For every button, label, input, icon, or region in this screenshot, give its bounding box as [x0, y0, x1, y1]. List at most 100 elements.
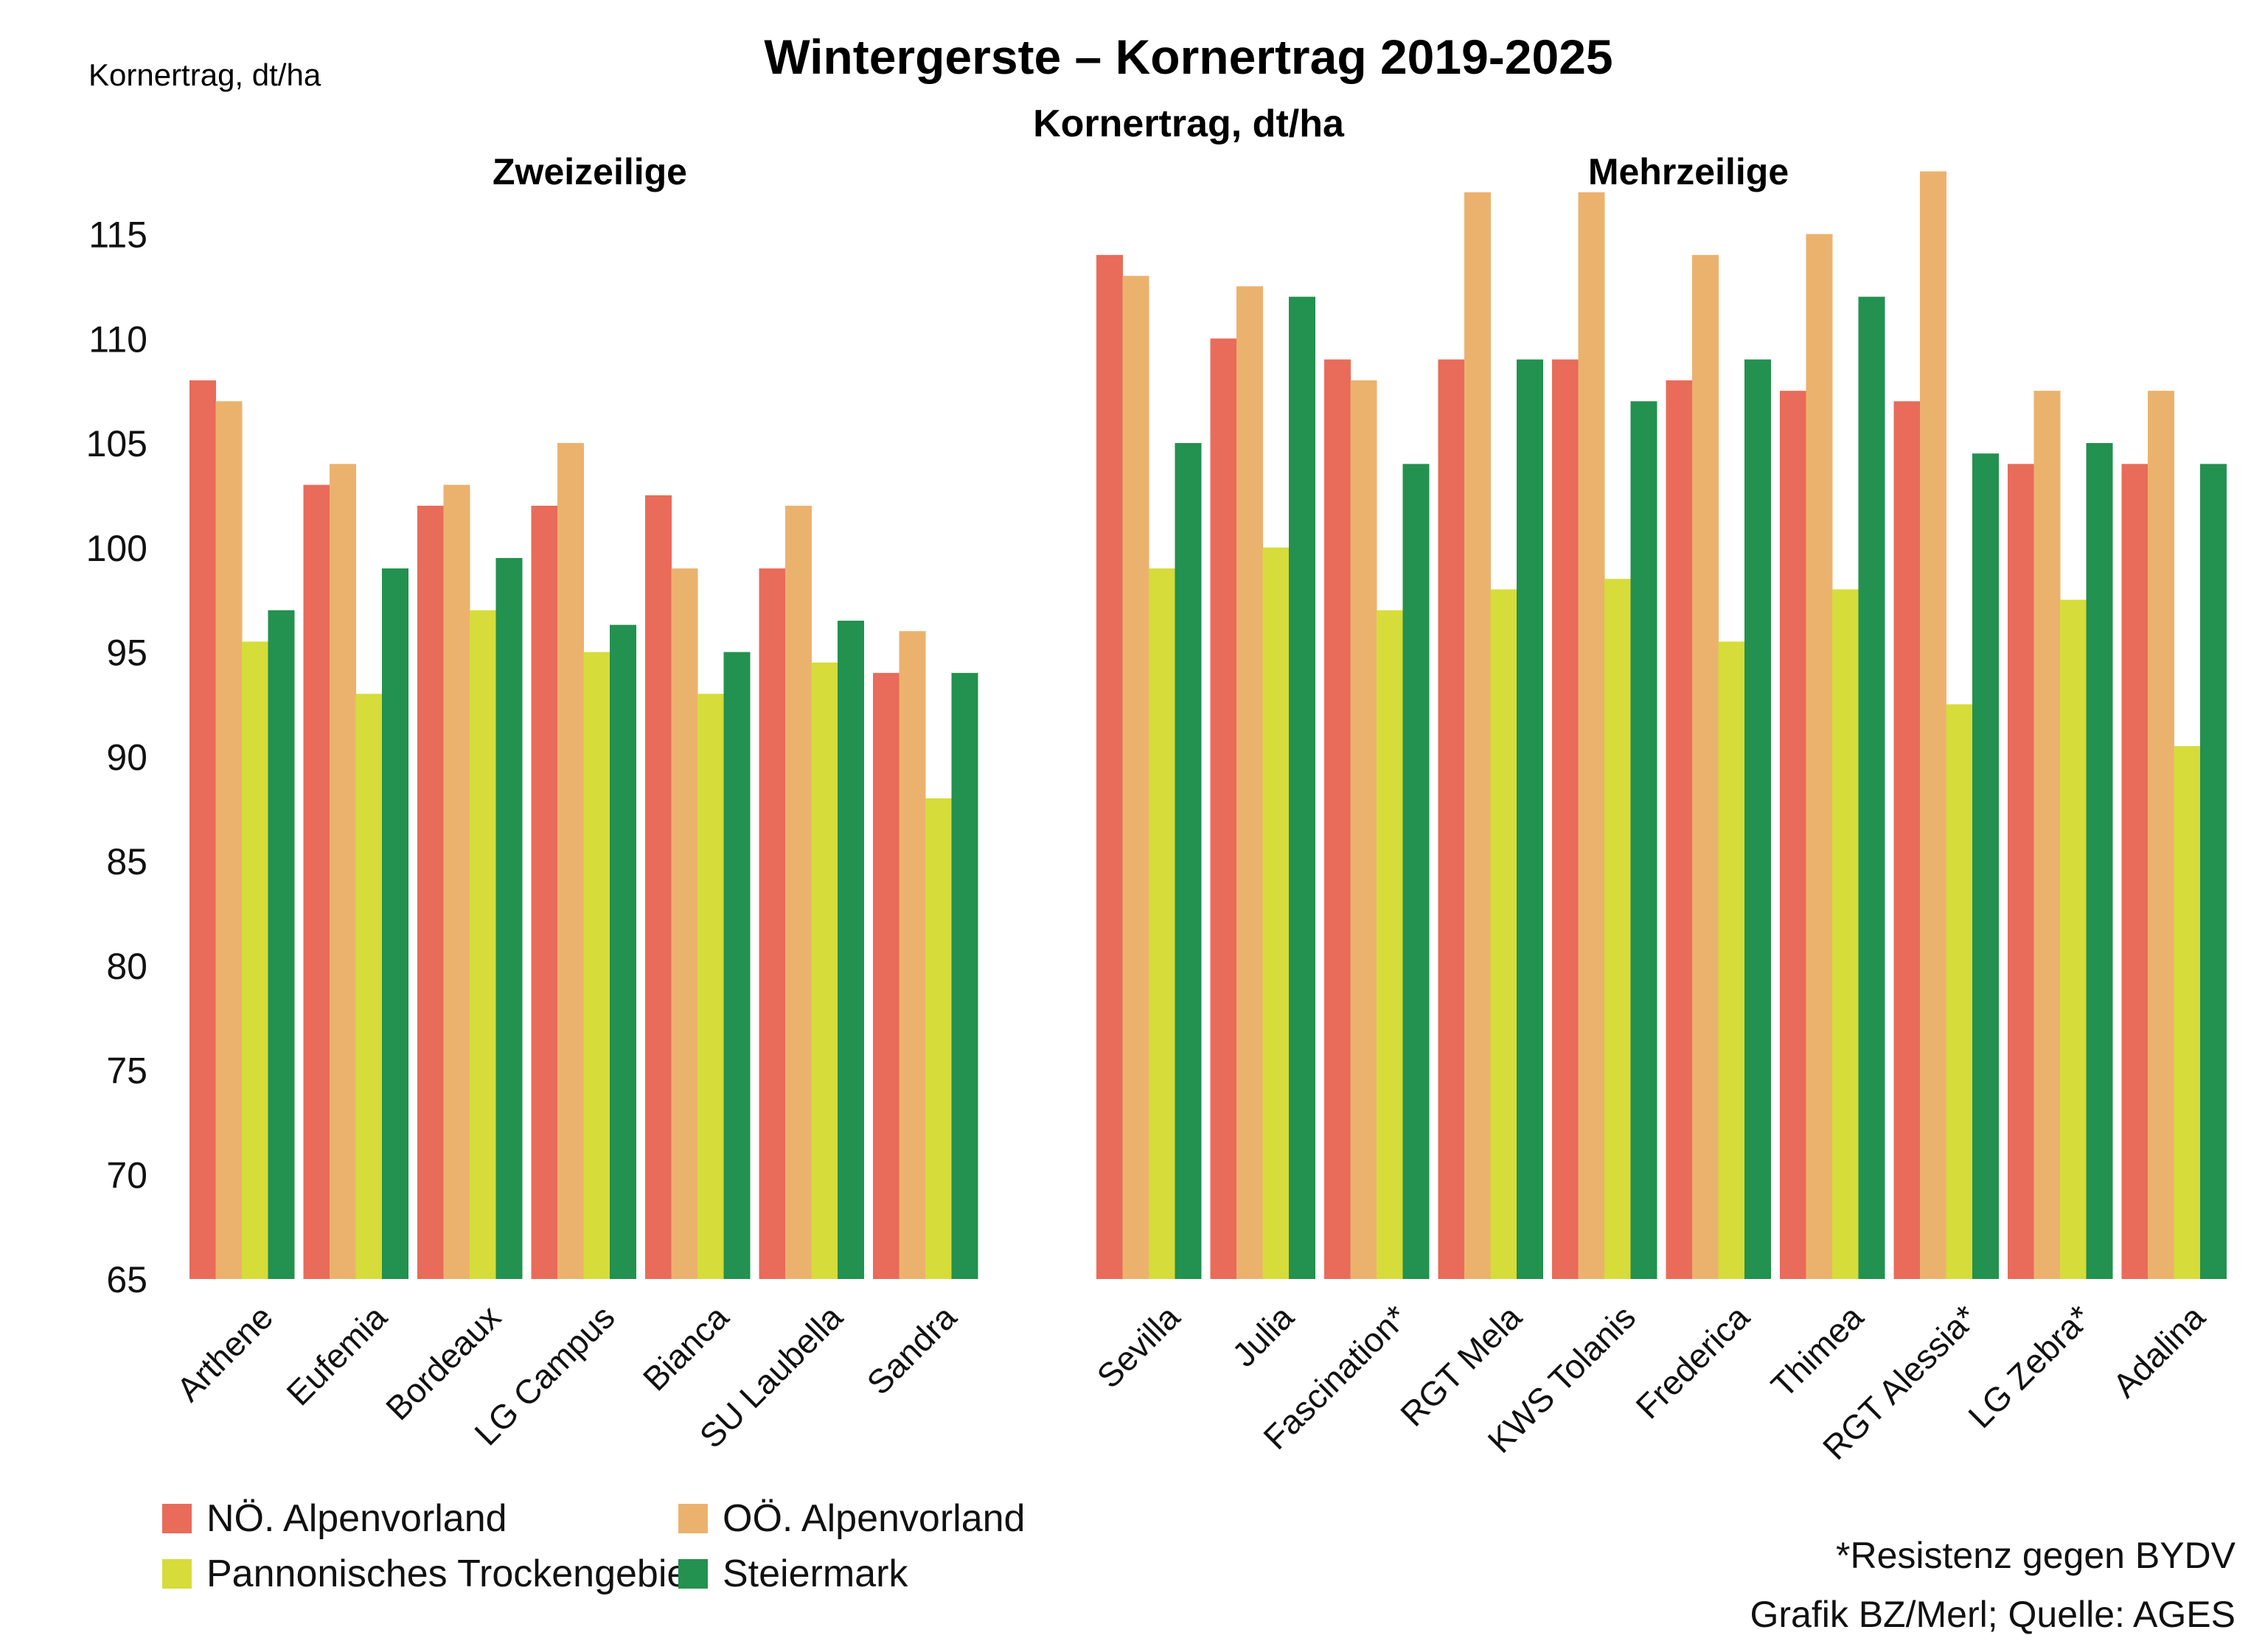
bar	[873, 672, 900, 1279]
bar	[531, 506, 558, 1279]
y-tick-label: 105	[86, 423, 147, 464]
bar	[1324, 359, 1351, 1280]
bar	[2148, 391, 2174, 1279]
legend-swatch	[162, 1504, 192, 1533]
group-label-zweizeilige: Zweizeilige	[493, 151, 687, 192]
x-tick-label: Bianca	[636, 1297, 737, 1398]
bar	[2060, 599, 2087, 1279]
y-tick-label: 100	[86, 528, 147, 569]
source-note: Grafik BZ/Merl; Quelle: AGES	[1750, 1594, 2236, 1635]
bar	[583, 652, 610, 1279]
bar	[495, 557, 523, 1279]
legend-item-steiermark: Steiermark	[678, 1552, 908, 1596]
bar	[1552, 359, 1579, 1280]
bar	[2174, 746, 2201, 1279]
bar	[671, 568, 698, 1279]
y-tick-label: 95	[106, 632, 147, 674]
bar	[2008, 464, 2034, 1279]
bar	[1402, 464, 1430, 1279]
bar	[1806, 234, 1833, 1279]
bar	[1122, 276, 1149, 1280]
bar	[557, 443, 584, 1279]
y-tick-label: 80	[106, 946, 147, 987]
bar	[645, 495, 672, 1279]
bar	[382, 568, 408, 1279]
bar	[1175, 443, 1202, 1279]
bar	[1149, 568, 1175, 1279]
bar	[2200, 464, 2227, 1279]
legend-item-noe: NÖ. Alpenvorland	[162, 1496, 507, 1541]
bar	[1350, 380, 1377, 1280]
bar	[355, 694, 383, 1279]
bar	[470, 610, 496, 1279]
x-tick-label: Adalina	[2105, 1297, 2213, 1405]
bar	[1438, 359, 1465, 1280]
bar	[1718, 641, 1745, 1279]
bar	[838, 620, 864, 1279]
y-tick-label: 90	[106, 736, 147, 778]
y-tick-label: 70	[106, 1154, 147, 1196]
y-tick-label: 65	[106, 1259, 147, 1300]
bar	[1517, 359, 1543, 1280]
legend-label: Steiermark	[723, 1552, 908, 1595]
bar	[303, 484, 330, 1280]
bar	[785, 506, 812, 1279]
bar	[759, 568, 786, 1279]
bar	[1972, 453, 1999, 1279]
x-tick-label: Julia	[1225, 1297, 1301, 1374]
legend-swatch	[678, 1559, 708, 1589]
bar	[268, 610, 295, 1279]
legend-label: NÖ. Alpenvorland	[206, 1497, 507, 1540]
bar	[2086, 443, 2113, 1279]
bar	[330, 464, 356, 1279]
y-tick-label: 75	[106, 1050, 147, 1092]
legend-swatch	[162, 1559, 192, 1589]
bar	[1464, 192, 1491, 1279]
bar	[1666, 380, 1693, 1280]
x-tick-label: Arthene	[169, 1297, 280, 1409]
footnotes: *Resistenz gegen BYDV Grafik BZ/Merl; Qu…	[1750, 1526, 2236, 1644]
group-label-mehrzeilige: Mehrzeilige	[1588, 151, 1789, 192]
bar	[1780, 391, 1806, 1279]
bar	[1578, 192, 1605, 1279]
bar	[417, 506, 444, 1279]
bar	[1832, 589, 1859, 1279]
legend-label: Pannonisches Trockengebiet	[206, 1552, 699, 1595]
bar	[2121, 464, 2149, 1279]
bar	[1630, 401, 1657, 1279]
legend-item-ooe: OÖ. Alpenvorland	[678, 1496, 1025, 1541]
bar	[1377, 610, 1403, 1279]
legend-swatch	[678, 1504, 708, 1533]
bar	[2033, 391, 2061, 1279]
resistance-note: *Resistenz gegen BYDV	[1836, 1535, 2236, 1576]
bar	[1262, 547, 1290, 1279]
x-tick-label: Sandra	[859, 1297, 964, 1402]
bar	[1210, 338, 1237, 1279]
bar	[1096, 254, 1123, 1280]
chart-title: Wintergerste – Kornertrag 2019-2025	[764, 29, 1612, 84]
bar	[1858, 296, 1885, 1279]
y-tick-label: 110	[88, 318, 147, 360]
bar	[1289, 296, 1315, 1279]
bar	[723, 652, 751, 1279]
bar	[1490, 589, 1517, 1279]
x-tick-label: Frederica	[1628, 1297, 1756, 1426]
bar	[1893, 401, 1921, 1279]
bar	[610, 624, 636, 1279]
x-tick-label: Eufemia	[279, 1297, 394, 1412]
bars	[189, 171, 2227, 1280]
chart-subtitle: Kornertrag, dt/ha	[1033, 102, 1345, 145]
legend-label: OÖ. Alpenvorland	[723, 1497, 1026, 1540]
bar	[242, 641, 268, 1279]
legend-item-pannonisch: Pannonisches Trockengebiet	[162, 1552, 699, 1596]
bar	[951, 672, 978, 1279]
bar	[811, 662, 838, 1279]
bar	[215, 401, 243, 1279]
bar	[1946, 704, 1973, 1279]
bar	[899, 631, 926, 1279]
x-tick-label: Sevilla	[1089, 1297, 1187, 1395]
bar	[1236, 286, 1263, 1279]
bar	[189, 380, 216, 1280]
